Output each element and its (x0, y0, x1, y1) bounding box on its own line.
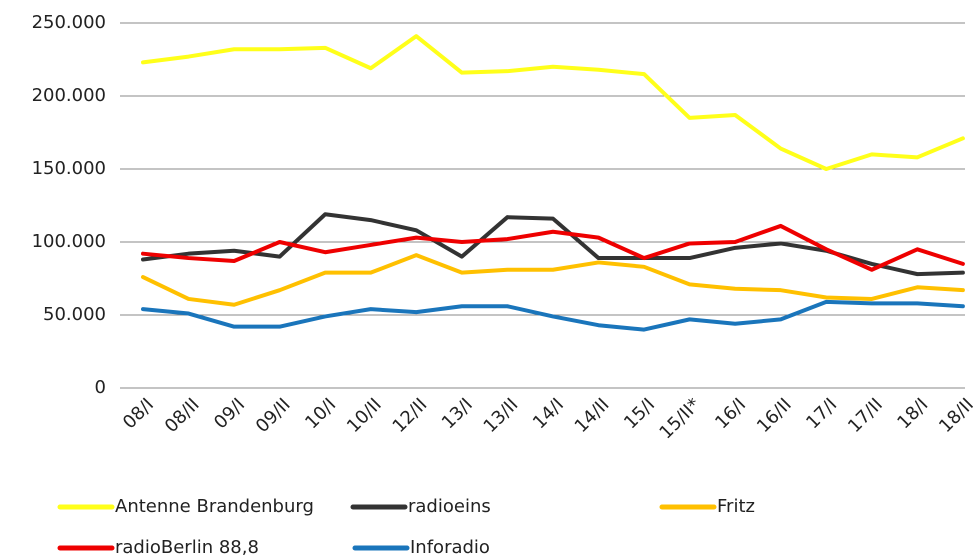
x-tick-label: 09/II (252, 394, 295, 437)
y-tick-label: 200.000 (32, 85, 106, 106)
x-tick-label: 18/I (893, 394, 932, 433)
x-tick-label: 15/I (620, 394, 659, 433)
legend-label: radioBerlin 88,8 (115, 537, 259, 558)
legend-label: Inforadio (410, 537, 490, 558)
series-line (141, 299, 965, 332)
y-tick-label: 50.000 (43, 304, 106, 325)
x-tick-label: 13/I (438, 394, 477, 433)
x-tick-label: 08/II (161, 394, 204, 437)
x-tick-label: 09/I (210, 394, 249, 433)
y-tick-label: 0 (95, 377, 106, 398)
series-line (141, 253, 965, 307)
x-tick-label: 10/II (343, 394, 386, 437)
legend-label: Fritz (717, 496, 755, 517)
x-tick-label: 16/II (753, 394, 796, 437)
legend-label: Antenne Brandenburg (115, 496, 314, 517)
y-tick-label: 250.000 (32, 12, 106, 33)
x-tick-label: 17/I (802, 394, 841, 433)
x-tick-label: 10/I (301, 394, 340, 433)
x-tick-label: 14/I (529, 394, 568, 433)
x-tick-label: 13/II (480, 394, 523, 437)
series-line (141, 212, 965, 277)
series-line (141, 34, 965, 171)
x-tick-label: 18/II (935, 394, 973, 437)
x-tick-label: 17/II (844, 394, 887, 437)
series-line (141, 223, 965, 272)
y-tick-label: 150.000 (32, 158, 106, 179)
x-tick-label: 12/II (389, 394, 432, 437)
y-tick-label: 100.000 (32, 231, 106, 252)
x-tick-label: 08/I (119, 394, 158, 433)
legend-label: radioeins (408, 496, 491, 517)
x-tick-label: 15/II* (655, 394, 704, 443)
x-tick-label: 16/I (711, 394, 750, 433)
x-tick-label: 14/II (571, 394, 614, 437)
